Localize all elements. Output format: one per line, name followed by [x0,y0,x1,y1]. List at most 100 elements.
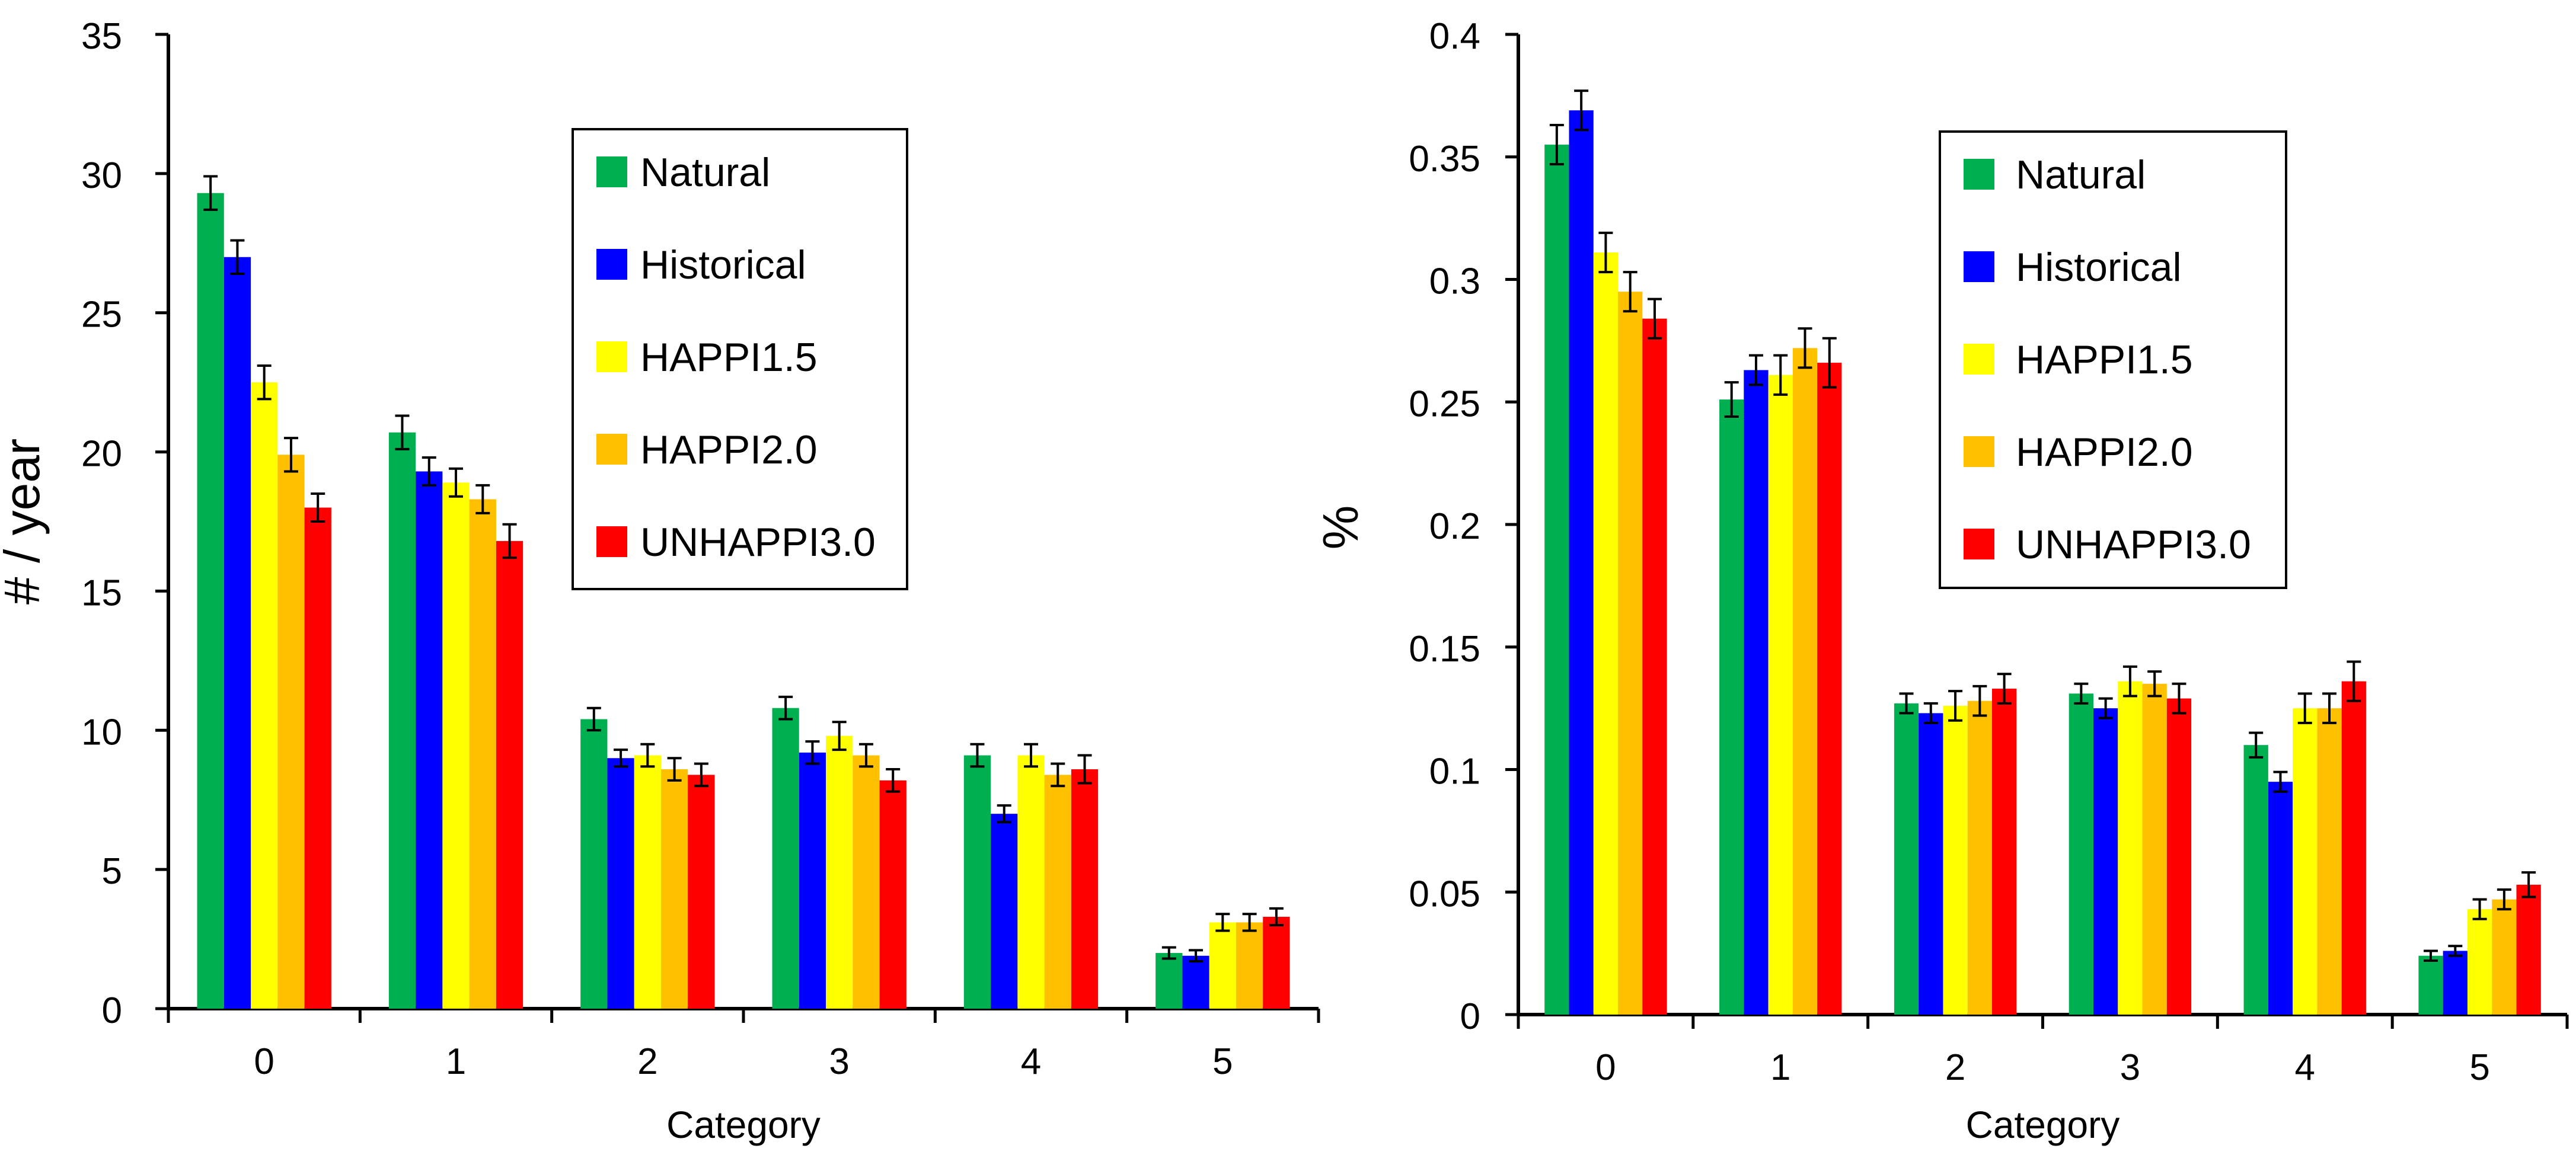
right-bar [2166,698,2192,1015]
left-bar [991,814,1018,1009]
left-bar [251,382,278,1009]
left-x-tick-label: 1 [446,1041,466,1082]
left-bar [634,755,661,1009]
right-x-tick-label: 3 [2120,1047,2140,1088]
left-x-tick-label: 4 [1021,1041,1041,1082]
left-legend-label: Natural [640,150,770,195]
right-bar [1991,689,2017,1015]
right-bar [2418,955,2443,1015]
right-bar [2293,708,2318,1015]
right-bar [2069,693,2094,1015]
left-bar [1236,922,1263,1009]
right-legend-label: Historical [2016,245,2182,290]
right-bar [1719,399,1744,1015]
right-bar [1768,375,1793,1015]
right-bar [1744,370,1769,1015]
right-bar [2118,681,2143,1015]
left-bar [388,432,416,1009]
left-bar [277,455,305,1009]
left-y-tick-label: 0 [102,990,122,1031]
left-legend-swatch [596,341,627,372]
left-bar [1044,775,1071,1009]
left-y-tick-label: 30 [81,155,122,196]
left-bar [1155,953,1183,1009]
right-x-tick-label: 5 [2469,1047,2489,1088]
left-bar [879,780,906,1009]
left-y-axis-label: # / year [0,439,50,604]
right-y-tick-label: 0.1 [1429,751,1480,792]
right-x-tick-label: 0 [1595,1047,1616,1088]
left-y-tick-label: 35 [81,16,122,57]
right-bar [2341,681,2366,1015]
left-y-tick-label: 25 [81,295,122,335]
right-y-tick-label: 0.2 [1429,506,1480,547]
right-legend-swatch [1964,436,1994,467]
right-bar [1618,292,1643,1015]
right-y-tick-label: 0.3 [1429,261,1480,302]
left-bar [580,719,608,1009]
right-legend-label: HAPPI2.0 [2016,430,2193,475]
left-legend-label: Historical [640,242,806,287]
right-legend: Natural Historical HAPPI1.5 HAPPI2.0 UNHAPPI… [1939,130,2287,589]
left-legend-label: UNHAPPI3.0 [640,520,876,565]
right-bar [1817,363,1842,1015]
left-bar [416,471,443,1009]
left-legend-swatch [596,249,627,280]
left-bar [963,755,991,1009]
right-y-tick-label: 0.35 [1409,139,1480,180]
left-bar [1017,755,1045,1009]
right-y-tick-label: 0.25 [1409,383,1480,424]
left-legend-swatch [596,434,627,465]
right-bar [1544,145,1569,1015]
right-y-tick-label: 0.05 [1409,874,1480,914]
right-bar [1894,703,1919,1015]
left-x-tick-label: 2 [637,1041,657,1082]
right-bar [1792,348,1818,1015]
right-x-axis-label: Category [1966,1103,2120,1146]
right-bar [2093,708,2118,1015]
right-bar [1642,318,1667,1015]
left-bar [304,507,331,1009]
left-legend-label: HAPPI1.5 [640,335,818,380]
left-bar [496,540,524,1009]
left-y-tick-label: 10 [81,712,122,753]
left-bar [607,758,634,1009]
left-bar [1209,922,1236,1009]
left-x-tick-label: 5 [1212,1041,1233,1082]
left-y-tick-label: 20 [81,434,122,475]
left-bar [688,775,715,1009]
right-legend-swatch [1964,251,1994,282]
right-bar [2268,782,2293,1015]
right-x-tick-label: 4 [2295,1047,2315,1088]
left-y-tick-label: 5 [102,851,122,892]
right-bar [1967,700,1992,1015]
left-bar [1071,769,1099,1009]
right-legend-label: UNHAPPI3.0 [2016,522,2251,567]
right-y-tick-label: 0.15 [1409,629,1480,670]
left-bar [197,193,224,1009]
left-legend: Natural Historical HAPPI1.5 HAPPI2.0 UNHAPPI… [572,128,908,590]
right-bar [2467,909,2492,1015]
left-legend-swatch [596,526,627,557]
right-bar [2492,899,2517,1015]
left-legend-box [572,128,908,590]
right-bar [1593,252,1619,1015]
left-bar [1182,955,1209,1009]
left-bar [442,482,470,1009]
left-legend-swatch [596,156,627,187]
left-bar [772,708,799,1009]
right-x-tick-label: 2 [1945,1047,1965,1088]
right-legend-swatch [1964,344,1994,375]
left-legend-label: HAPPI2.0 [640,427,818,472]
right-bar [2317,708,2342,1015]
right-y-tick-label: 0.4 [1429,16,1480,57]
right-legend-label: HAPPI1.5 [2016,337,2193,382]
left-chart: 0 5 10 15 20 25 30 35 0 1 2 3 4 5 Category # / year Natu… [0,16,1320,1146]
right-bar [1919,713,1943,1015]
right-bar [2443,951,2468,1015]
left-x-tick-label: 3 [829,1041,849,1082]
right-x-tick-label: 1 [1770,1047,1790,1088]
right-bar [2243,745,2268,1015]
